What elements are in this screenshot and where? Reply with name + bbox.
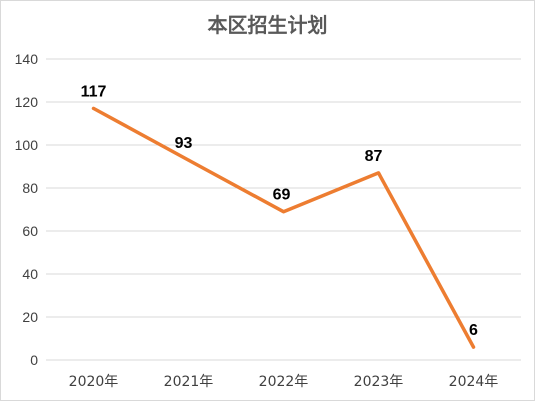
chart-title: 本区招生计划: [207, 13, 328, 37]
series-line: [91, 106, 476, 349]
y-tick-label: 60: [22, 223, 38, 239]
x-tick-label: 2021年: [164, 374, 214, 390]
y-tick-label: 0: [30, 352, 38, 368]
data-label: 117: [81, 83, 107, 100]
data-point: [282, 210, 285, 214]
y-axis-ticks: 0 20 40 60 80 100 120 140: [15, 51, 39, 368]
data-label: 6: [469, 322, 478, 339]
data-point: [472, 345, 475, 349]
x-axis-ticks: 2020年 2021年 2022年 2023年 2024年: [69, 374, 499, 390]
y-tick-label: 80: [22, 180, 38, 196]
data-label: 87: [365, 148, 383, 165]
grid-lines: [46, 58, 521, 361]
x-tick-label: 2024年: [449, 374, 499, 390]
y-tick-label: 140: [15, 51, 39, 67]
y-tick-label: 20: [22, 309, 38, 325]
data-labels: 117 93 69 87 6: [81, 83, 478, 339]
x-tick-label: 2023年: [354, 374, 404, 390]
x-tick-label: 2020年: [69, 374, 119, 390]
data-point: [377, 171, 380, 175]
y-tick-label: 120: [15, 94, 39, 110]
data-label: 69: [273, 187, 291, 204]
y-tick-label: 100: [15, 137, 39, 153]
y-tick-label: 40: [22, 266, 38, 282]
data-label: 93: [175, 135, 193, 152]
x-tick-label: 2022年: [259, 374, 309, 390]
data-point: [92, 106, 95, 110]
series-line-path: [91, 106, 476, 349]
data-point: [187, 158, 190, 162]
